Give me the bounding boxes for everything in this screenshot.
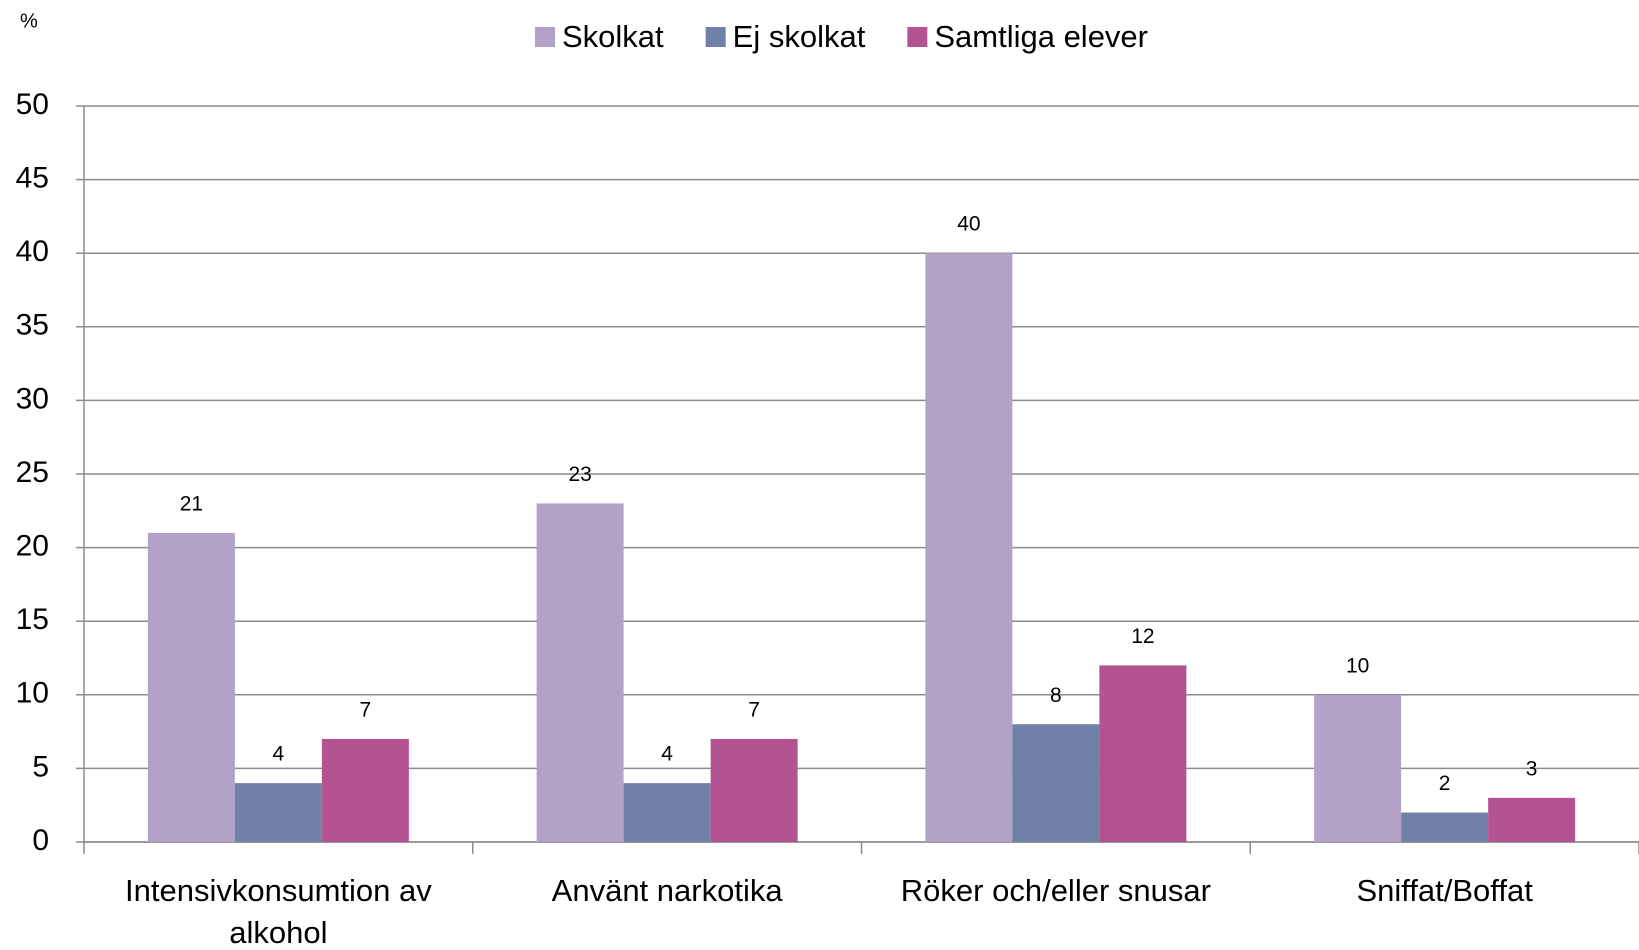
bar <box>1401 812 1489 842</box>
bar <box>1012 724 1100 842</box>
data-label: 40 <box>957 213 980 236</box>
legend-label: Skolkat <box>562 19 664 54</box>
y-tick-label: 25 <box>16 456 49 489</box>
data-label: 23 <box>568 463 591 486</box>
y-tick-label: 50 <box>16 88 49 121</box>
bar <box>925 253 1013 842</box>
y-tick-label: 15 <box>16 603 49 636</box>
bar <box>147 532 235 842</box>
bar <box>1314 694 1402 842</box>
bar <box>321 738 409 842</box>
bar <box>1488 797 1576 842</box>
bar <box>623 783 711 842</box>
legend-label: Ej skolkat <box>733 19 866 54</box>
y-tick-label: 0 <box>32 824 49 857</box>
y-axis-label: % <box>20 10 38 32</box>
data-label: 12 <box>1131 625 1154 648</box>
bar <box>536 503 624 842</box>
data-label: 4 <box>661 743 673 766</box>
legend-swatch <box>705 27 726 47</box>
x-tick-label: Intensivkonsumtion av alkohol <box>125 873 432 950</box>
y-tick-label: 40 <box>16 235 49 268</box>
y-tick-label: 5 <box>32 750 49 783</box>
data-label: 7 <box>360 699 372 722</box>
legend-label: Samtliga elever <box>934 19 1148 54</box>
data-label: 10 <box>1346 654 1369 677</box>
data-label: 4 <box>273 743 285 766</box>
x-tick-label: Röker och/eller snusar <box>900 873 1211 908</box>
bar <box>710 738 798 842</box>
data-label: 8 <box>1050 684 1062 707</box>
y-tick-label: 35 <box>16 309 49 342</box>
data-label: 3 <box>1526 757 1538 780</box>
y-tick-label: 20 <box>16 530 49 563</box>
bar <box>1099 665 1187 842</box>
legend-swatch <box>907 27 928 47</box>
y-tick-label: 10 <box>16 677 49 710</box>
x-tick-label: Sniffat/Boffat <box>1356 873 1533 908</box>
data-label: 7 <box>748 699 760 722</box>
y-tick-label: 45 <box>16 162 49 195</box>
data-label: 21 <box>180 492 203 515</box>
bar <box>234 783 322 842</box>
data-label: 2 <box>1439 772 1451 795</box>
y-tick-label: 30 <box>16 382 49 415</box>
legend-swatch <box>535 27 555 47</box>
x-tick-label: Använt narkotika <box>551 873 783 908</box>
